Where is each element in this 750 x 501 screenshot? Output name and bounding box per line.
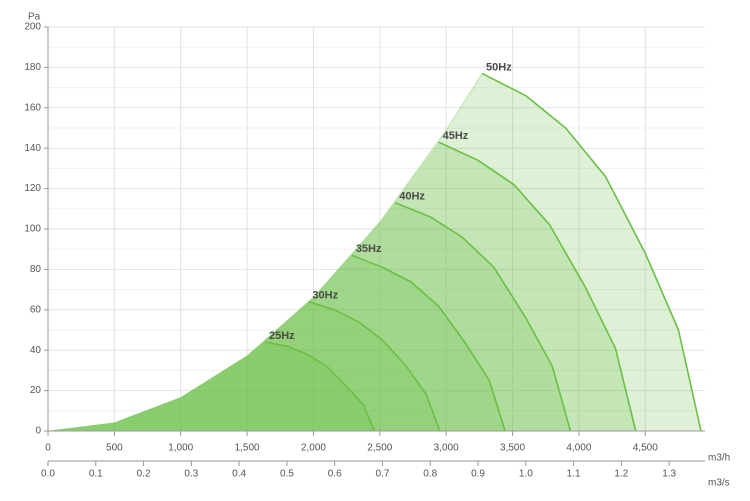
x2-tick-label: 0.7 [376, 469, 390, 480]
curve-label: 30Hz [312, 290, 338, 302]
fan-curve [438, 141, 637, 432]
area [48, 301, 440, 431]
area [48, 202, 571, 431]
y-tick-label: 160 [24, 102, 41, 113]
x2-tick-label: 0.5 [280, 469, 294, 480]
y-axis-label: Pa [28, 12, 41, 23]
area [48, 342, 375, 431]
area [48, 73, 702, 432]
curve-label: 35Hz [356, 243, 382, 255]
fan-curve [308, 300, 441, 432]
curve-label: 50Hz [486, 61, 512, 73]
curve-label: 25Hz [269, 330, 295, 342]
x-tick-label: 3,000 [434, 443, 459, 454]
x2-tick-label: 0.3 [184, 469, 198, 480]
area [48, 142, 636, 431]
x-tick-label: 1,000 [168, 443, 193, 454]
y-tick-label: 20 [30, 385, 42, 396]
x2-tick-label: 0.8 [423, 469, 437, 480]
curve-label: 45Hz [443, 130, 469, 142]
x2-tick-label: 0.1 [89, 469, 103, 480]
x-tick-label: 0 [45, 443, 51, 454]
curve-label: 40Hz [399, 191, 425, 203]
x2-tick-label: 1.2 [614, 469, 628, 480]
fan-curve [351, 254, 506, 432]
x2-tick-label: 1.0 [519, 469, 533, 480]
y-tick-label: 180 [24, 62, 41, 73]
y-tick-label: 0 [35, 426, 41, 437]
x-tick-label: 3,500 [500, 443, 525, 454]
y-tick-label: 80 [30, 264, 42, 275]
x-tick-label: 1,500 [235, 443, 260, 454]
x-tick-label: 2,000 [301, 443, 326, 454]
y-tick-label: 40 [30, 345, 42, 356]
x2-tick-label: 1.1 [567, 469, 581, 480]
x-tick-label: 4,000 [566, 443, 591, 454]
x2-tick-label: 0.9 [471, 469, 485, 480]
x2-tick-label: 1.3 [662, 469, 676, 480]
fan-curve [394, 201, 572, 432]
x2-tick-label: 0.0 [41, 469, 55, 480]
x-tick-label: 500 [106, 443, 123, 454]
x2-tick-label: 0.6 [328, 469, 342, 480]
x-tick-label: 4,500 [633, 443, 658, 454]
x2-tick-label: 0.4 [232, 469, 246, 480]
fan-curve [481, 72, 702, 432]
x2-tick-label: 0.2 [137, 469, 151, 480]
y-tick-label: 60 [30, 304, 42, 315]
x2-axis-label: m3/s [708, 478, 730, 489]
x-axis-label: m3/h [708, 453, 730, 464]
x-tick-label: 2,500 [367, 443, 392, 454]
system-curve [47, 73, 483, 432]
y-tick-label: 100 [24, 224, 41, 235]
fan-curve [264, 341, 376, 432]
y-tick-label: 120 [24, 183, 41, 194]
area [48, 255, 506, 431]
y-tick-label: 140 [24, 143, 41, 154]
y-tick-label: 200 [24, 22, 41, 33]
